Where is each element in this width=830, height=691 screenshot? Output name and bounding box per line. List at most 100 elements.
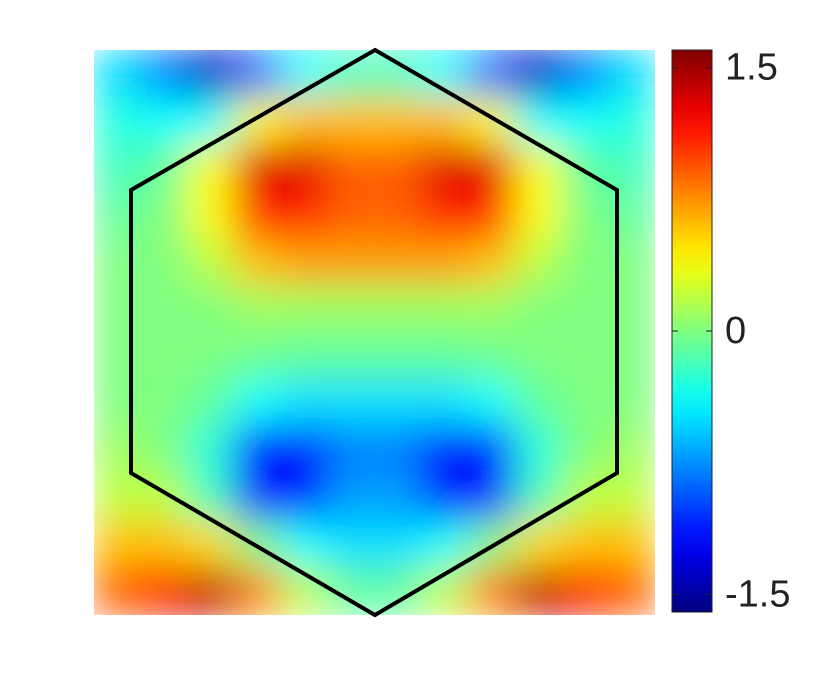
heat-cell [374,143,422,192]
colorbar-axis: 1.5 0 -1.5 [672,47,790,615]
heat-cell [420,426,469,475]
heat-cell [607,190,655,239]
heat-cell [187,96,235,145]
heat-cell [233,143,282,192]
heat-cell [280,237,329,286]
heat-cell [607,379,655,428]
hexagon [129,47,619,618]
heat-cell [140,332,188,381]
heat-cell [561,520,609,569]
heat-cell [607,237,655,286]
heat-cell [187,473,235,522]
heat-cell [94,567,142,615]
heat-cell [280,379,329,428]
heat-cell [327,332,375,381]
heat-cell [327,520,375,569]
heat-cell [374,96,422,145]
heat-cell [467,284,516,333]
heat-cell [561,143,609,192]
heat-cell [280,96,329,145]
heat-cell [140,143,188,192]
heat-cell [420,520,469,569]
heat-cell [94,96,142,145]
heat-cell [374,473,422,522]
heat-cell [514,426,562,475]
heat-cell [94,190,142,239]
colorbar [671,49,713,613]
heat-cell [607,520,655,569]
heat-cell [187,237,235,286]
heat-cell [233,520,282,569]
heat-cell [420,473,469,522]
heat-cell [374,237,422,286]
heat-cell [467,426,516,475]
heat-cell [280,190,329,239]
heat-cell [514,284,562,333]
heatmap [94,50,655,615]
heat-cell [140,284,188,333]
heat-cell [187,190,235,239]
heat-cell [94,520,142,569]
heat-cell [94,50,142,98]
heat-cell [467,50,516,98]
heat-cell [514,379,562,428]
heat-cell [467,237,516,286]
heat-cell [187,284,235,333]
heat-cell [420,143,469,192]
heat-cell [607,50,655,98]
heat-cell [327,96,375,145]
heat-cell [561,426,609,475]
heat-cell [420,284,469,333]
heat-cell [94,237,142,286]
heat-cell [187,50,235,98]
heat-cell [233,96,282,145]
heat-cell [327,426,375,475]
heat-cell [374,284,422,333]
heatmap-clip [94,50,655,615]
heat-cell [280,143,329,192]
heat-cell [280,520,329,569]
heat-cell [374,379,422,428]
heat-cell [607,284,655,333]
heat-cell [467,332,516,381]
heat-cell [94,143,142,192]
heat-cell [561,379,609,428]
heat-cell [420,96,469,145]
heat-cell [233,50,282,98]
colorbar-tick-label: 1.5 [725,47,778,89]
heat-cell [233,567,282,615]
heat-cell [140,190,188,239]
heat-cell [374,520,422,569]
heat-cell [140,426,188,475]
heat-cell [561,96,609,145]
heat-cell [327,143,375,192]
heat-cell [514,237,562,286]
heat-cell [187,332,235,381]
heat-cell [327,473,375,522]
heat-cell [514,143,562,192]
heat-cell [514,567,562,615]
heat-cell [140,520,188,569]
heat-cell [420,190,469,239]
colorbar-tick-label: -1.5 [725,573,790,615]
heat-cell [233,473,282,522]
heat-cell [607,332,655,381]
heat-cell [233,379,282,428]
heat-cell [327,237,375,286]
heat-cell [514,190,562,239]
heat-cell [233,332,282,381]
heat-cell [467,96,516,145]
heat-cell [94,284,142,333]
heat-cell [94,332,142,381]
heat-cell [233,284,282,333]
heat-cell [140,50,188,98]
heat-cell [187,143,235,192]
heat-cell [327,379,375,428]
heat-cell [233,190,282,239]
heat-cell [514,96,562,145]
heat-cell [374,426,422,475]
heat-cell [187,567,235,615]
heat-cell [514,50,562,98]
heat-cell [514,473,562,522]
